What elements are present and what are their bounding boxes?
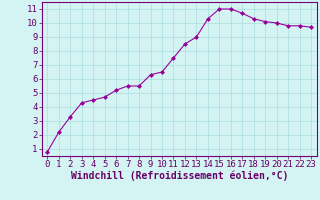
X-axis label: Windchill (Refroidissement éolien,°C): Windchill (Refroidissement éolien,°C) xyxy=(70,171,288,181)
